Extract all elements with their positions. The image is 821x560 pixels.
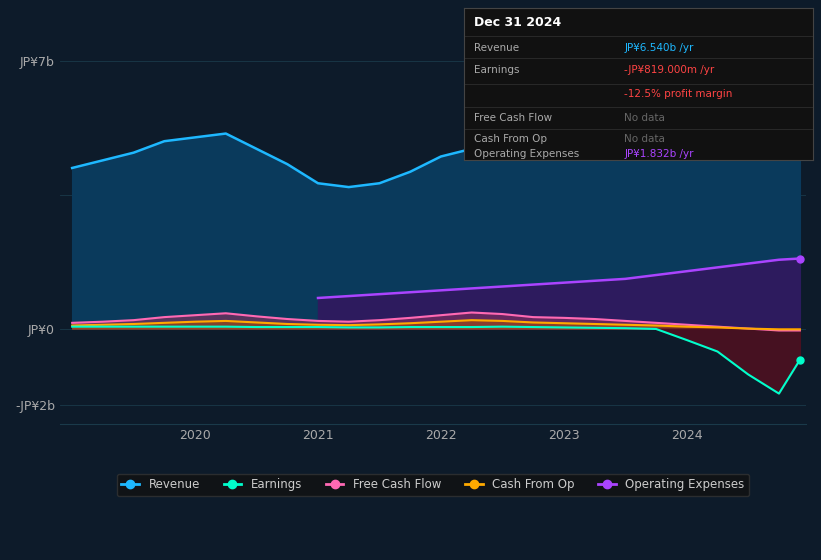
Text: Earnings: Earnings bbox=[475, 66, 520, 76]
Text: JP¥1.832b /yr: JP¥1.832b /yr bbox=[624, 150, 694, 159]
Text: -12.5% profit margin: -12.5% profit margin bbox=[624, 89, 733, 99]
Text: Revenue: Revenue bbox=[475, 43, 520, 53]
Legend: Revenue, Earnings, Free Cash Flow, Cash From Op, Operating Expenses: Revenue, Earnings, Free Cash Flow, Cash … bbox=[117, 474, 750, 496]
Text: Cash From Op: Cash From Op bbox=[475, 134, 548, 144]
Text: No data: No data bbox=[624, 134, 665, 144]
Text: Operating Expenses: Operating Expenses bbox=[475, 150, 580, 159]
Text: No data: No data bbox=[624, 113, 665, 123]
Text: -JP¥819.000m /yr: -JP¥819.000m /yr bbox=[624, 66, 714, 76]
Text: Free Cash Flow: Free Cash Flow bbox=[475, 113, 553, 123]
Text: JP¥6.540b /yr: JP¥6.540b /yr bbox=[624, 43, 694, 53]
Text: Dec 31 2024: Dec 31 2024 bbox=[475, 16, 562, 29]
